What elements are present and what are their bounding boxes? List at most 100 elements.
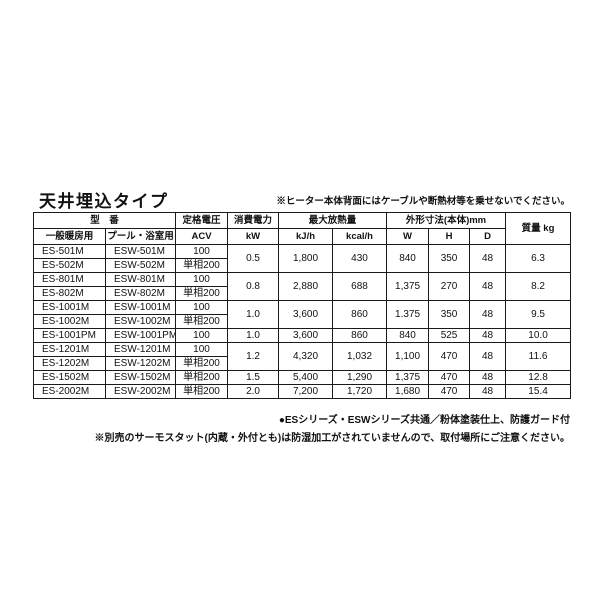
- weight-cell: 9.5: [505, 300, 572, 329]
- power-cell: 1.5: [227, 370, 280, 385]
- header-voltage-unit: ACV: [175, 228, 229, 245]
- heat-kjh-cell: 4,320: [278, 342, 334, 371]
- power-cell: 1.0: [227, 300, 280, 329]
- heat-kjh-cell: 2,880: [278, 272, 334, 301]
- dim-w-cell: 840: [386, 328, 430, 343]
- weight-cell: 6.3: [505, 244, 572, 273]
- model-pool-cell: ESW-802M: [104, 286, 177, 301]
- model-general-cell: ES-1502M: [33, 370, 106, 385]
- heat-kjh-cell: 3,600: [278, 300, 334, 329]
- model-general-cell: ES-802M: [33, 286, 106, 301]
- header-dim-w: W: [386, 228, 430, 245]
- dim-w-cell: 1,100: [386, 342, 430, 371]
- spec-table: 型 番 定格電圧 消費電力 最大放熱量 外形寸法(本体)mm 質量 kg 一般暖…: [32, 212, 572, 399]
- page-title: 天井埋込タイプ: [39, 192, 169, 211]
- model-pool-cell: ESW-501M: [104, 244, 177, 259]
- header-heat-kcalh: kcal/h: [332, 228, 388, 245]
- dim-d-cell: 48: [469, 384, 507, 399]
- model-pool-cell: ESW-1001M: [104, 300, 177, 315]
- voltage-cell: 100: [175, 300, 229, 315]
- model-pool-cell: ESW-2002M: [104, 384, 177, 399]
- header-model-general: 一般暖房用: [33, 228, 106, 245]
- heat-kcalh-cell: 860: [332, 328, 388, 343]
- heat-kcalh-cell: 860: [332, 300, 388, 329]
- dim-d-cell: 48: [469, 370, 507, 385]
- header-row-2: 一般暖房用 プール・浴室用 ACV kW kJ/h kcal/h W H D: [33, 228, 571, 245]
- table-row: ES-1502M ESW-1502M 単相200 1.5 5,400 1,290…: [33, 370, 572, 385]
- dim-d-cell: 48: [469, 342, 507, 371]
- voltage-cell: 100: [175, 328, 229, 343]
- heat-kcalh-cell: 1,032: [332, 342, 388, 371]
- voltage-cell: 100: [175, 272, 229, 287]
- dim-h-cell: 525: [428, 328, 471, 343]
- heat-kjh-cell: 3,600: [278, 328, 334, 343]
- dim-h-cell: 470: [428, 384, 471, 399]
- model-pool-cell: ESW-1201M: [104, 342, 177, 357]
- table-row: ES-1201M ESW-1201M 100 1.2 4,320 1,032 1…: [33, 342, 572, 371]
- table-row: ES-501M ESW-501M 100 0.5 1,800 430 840 3…: [33, 244, 572, 273]
- header-model: 型 番: [32, 212, 177, 229]
- weight-cell: 15.4: [505, 384, 572, 399]
- table-row: ES-1002M ESW-1002M 単相200: [33, 314, 571, 329]
- model-pool-cell: ESW-1002M: [104, 314, 177, 329]
- header-power: 消費電力: [227, 212, 280, 229]
- thermostat-caution-note: ※別売のサーモスタット(内蔵・外付とも)は防湿加工がされていませんので、取付場所…: [94, 433, 570, 444]
- header-heat-kjh: kJ/h: [278, 228, 334, 245]
- heat-kcalh-cell: 1,290: [332, 370, 388, 385]
- voltage-cell: 単相200: [175, 258, 229, 273]
- header-voltage: 定格電圧: [175, 212, 229, 229]
- dim-w-cell: 1,680: [386, 384, 430, 399]
- top-caution-note: ※ヒーター本体背面にはケーブルや断熱材等を乗せないでください。: [276, 196, 570, 207]
- dim-h-cell: 350: [428, 300, 471, 329]
- weight-cell: 8.2: [505, 272, 572, 301]
- header-dim-h: H: [428, 228, 471, 245]
- model-general-cell: ES-502M: [33, 258, 106, 273]
- voltage-cell: 100: [175, 244, 229, 259]
- heat-kcalh-cell: 688: [332, 272, 388, 301]
- heat-kcalh-cell: 430: [332, 244, 388, 273]
- voltage-cell: 100: [175, 342, 229, 357]
- dim-w-cell: 840: [386, 244, 430, 273]
- header-dim-d: D: [469, 228, 507, 245]
- table-row: ES-1001PM ESW-1001PM 100 1.0 3,600 860 8…: [33, 328, 572, 343]
- header-heat: 最大放熱量: [278, 212, 388, 229]
- power-cell: 2.0: [227, 384, 280, 399]
- header-row-1: 型 番 定格電圧 消費電力 最大放熱量 外形寸法(本体)mm 質量 kg: [32, 212, 572, 245]
- model-general-cell: ES-1002M: [33, 314, 106, 329]
- heat-kjh-cell: 7,200: [278, 384, 334, 399]
- dim-w-cell: 1,375: [386, 370, 430, 385]
- dim-d-cell: 48: [469, 272, 507, 301]
- dim-h-cell: 350: [428, 244, 471, 273]
- table-row: ES-1001M ESW-1001M 100 1.0 3,600 860 1.3…: [33, 300, 572, 329]
- model-general-cell: ES-2002M: [33, 384, 106, 399]
- header-model-pool: プール・浴室用: [104, 228, 177, 245]
- model-general-cell: ES-1201M: [33, 342, 106, 357]
- table-row: ES-2002M ESW-2002M 単相200 2.0 7,200 1,720…: [33, 384, 572, 399]
- table-row: ES-801M ESW-801M 100 0.8 2,880 688 1,375…: [33, 272, 572, 301]
- model-general-cell: ES-1001PM: [33, 328, 106, 343]
- model-pool-cell: ESW-502M: [104, 258, 177, 273]
- dim-d-cell: 48: [469, 300, 507, 329]
- voltage-cell: 単相200: [175, 370, 229, 385]
- weight-cell: 11.6: [505, 342, 572, 371]
- power-cell: 1.2: [227, 342, 280, 371]
- dim-w-cell: 1.375: [386, 300, 430, 329]
- table-row: ES-1202M ESW-1202M 単相200: [33, 356, 571, 371]
- voltage-cell: 単相200: [175, 384, 229, 399]
- model-pool-cell: ESW-1001PM: [104, 328, 177, 343]
- model-general-cell: ES-801M: [33, 272, 106, 287]
- header-power-unit: kW: [227, 228, 280, 245]
- model-pool-cell: ESW-1202M: [104, 356, 177, 371]
- weight-cell: 12.8: [505, 370, 572, 385]
- model-general-cell: ES-1202M: [33, 356, 106, 371]
- weight-cell: 10.0: [505, 328, 572, 343]
- dim-w-cell: 1,375: [386, 272, 430, 301]
- model-general-cell: ES-1001M: [33, 300, 106, 315]
- header-dims: 外形寸法(本体)mm: [386, 212, 507, 229]
- model-pool-cell: ESW-801M: [104, 272, 177, 287]
- model-pool-cell: ESW-1502M: [104, 370, 177, 385]
- power-cell: 1.0: [227, 328, 280, 343]
- dim-d-cell: 48: [469, 244, 507, 273]
- dim-d-cell: 48: [469, 328, 507, 343]
